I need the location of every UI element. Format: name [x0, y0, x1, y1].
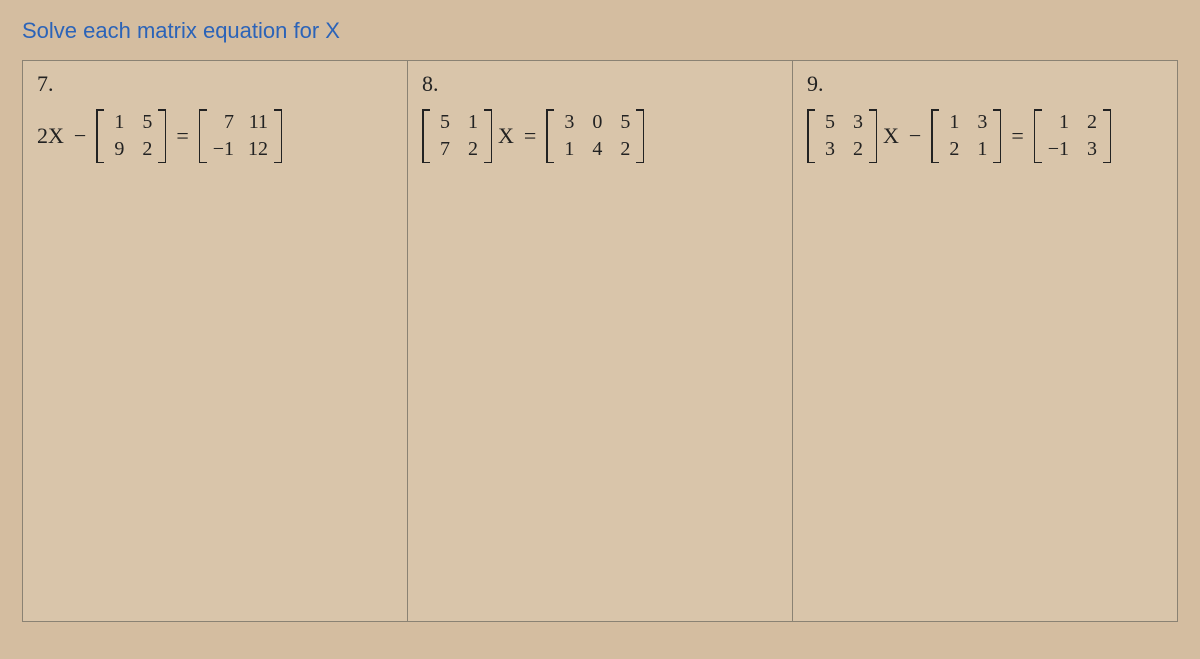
bracket-right — [158, 109, 166, 163]
matrix-body: 12 −1 3 — [1042, 109, 1103, 163]
problem-number: 7. — [37, 71, 393, 97]
matrix-body: 1592 — [104, 109, 158, 163]
matrix: 305 142 — [546, 109, 644, 163]
bracket-right — [993, 109, 1001, 163]
problem-cell: 8.5172X=305142 — [408, 61, 793, 621]
bracket-right — [484, 109, 492, 163]
matrix-body: 5332 — [815, 109, 869, 163]
matrix-cell: 5 — [821, 111, 835, 134]
matrix-cell: 1 — [110, 111, 124, 134]
matrix: 7 11 −1 12 — [199, 109, 282, 163]
matrix-cell: 0 — [588, 111, 602, 134]
matrix-cell: 3 — [1083, 138, 1097, 161]
matrix-cell: −1 — [1048, 138, 1069, 161]
bracket-left — [807, 109, 815, 163]
problem-number: 9. — [807, 71, 1163, 97]
matrix-cell: 3 — [973, 111, 987, 134]
matrix-cell: 2 — [849, 138, 863, 161]
matrix-cell: 3 — [821, 138, 835, 161]
operator: = — [1007, 123, 1027, 149]
bracket-left — [96, 109, 104, 163]
matrix-cell: 1 — [464, 111, 478, 134]
matrix-cell: 7 — [436, 138, 450, 161]
problem-cell: 9.5332X−1321=12−13 — [793, 61, 1177, 621]
equation: 5332X−1321=12−13 — [807, 109, 1163, 163]
matrix-body: 7 11 −1 12 — [207, 109, 274, 163]
operator: = — [172, 123, 192, 149]
matrix-cell: 7 — [213, 111, 234, 134]
bracket-left — [931, 109, 939, 163]
matrix-cell: 2 — [138, 138, 152, 161]
matrix-cell: 2 — [945, 138, 959, 161]
matrix: 1321 — [931, 109, 1001, 163]
problem-grid: 7.2X−1592=711−1128.5172X=3051429.5332X−1… — [22, 60, 1178, 622]
variable-text: X — [883, 123, 899, 149]
matrix-cell: −1 — [213, 138, 234, 161]
matrix-cell: 1 — [1048, 111, 1069, 134]
operator: = — [520, 123, 540, 149]
equation: 5172X=305142 — [422, 109, 778, 163]
bracket-right — [1103, 109, 1111, 163]
matrix-cell: 1 — [973, 138, 987, 161]
matrix-cell: 11 — [248, 111, 268, 134]
matrix: 12 −1 3 — [1034, 109, 1111, 163]
bracket-left — [546, 109, 554, 163]
matrix-cell: 5 — [436, 111, 450, 134]
problem-number: 8. — [422, 71, 778, 97]
variable-text: 2X — [37, 123, 64, 149]
page-title: Solve each matrix equation for X — [22, 18, 1178, 44]
matrix-cell: 2 — [616, 138, 630, 161]
matrix-cell: 5 — [138, 111, 152, 134]
matrix-cell: 4 — [588, 138, 602, 161]
matrix-cell: 3 — [849, 111, 863, 134]
matrix: 5332 — [807, 109, 877, 163]
variable-text: X — [498, 123, 514, 149]
matrix-cell: 12 — [248, 138, 268, 161]
worksheet-page: Solve each matrix equation for X 7.2X−15… — [0, 0, 1200, 640]
matrix-cell: 2 — [1083, 111, 1097, 134]
bracket-right — [636, 109, 644, 163]
matrix-cell: 2 — [464, 138, 478, 161]
problem-cell: 7.2X−1592=711−112 — [23, 61, 408, 621]
matrix: 1592 — [96, 109, 166, 163]
equation: 2X−1592=711−112 — [37, 109, 393, 163]
bracket-left — [422, 109, 430, 163]
bracket-left — [1034, 109, 1042, 163]
matrix-body: 1321 — [939, 109, 993, 163]
matrix-cell: 3 — [560, 111, 574, 134]
matrix-cell: 5 — [616, 111, 630, 134]
matrix-body: 305 142 — [554, 109, 636, 163]
bracket-right — [869, 109, 877, 163]
matrix-cell: 1 — [945, 111, 959, 134]
matrix-cell: 1 — [560, 138, 574, 161]
matrix-cell: 9 — [110, 138, 124, 161]
matrix: 5172 — [422, 109, 492, 163]
bracket-right — [274, 109, 282, 163]
operator: − — [905, 123, 925, 149]
operator: − — [70, 123, 90, 149]
bracket-left — [199, 109, 207, 163]
matrix-body: 5172 — [430, 109, 484, 163]
